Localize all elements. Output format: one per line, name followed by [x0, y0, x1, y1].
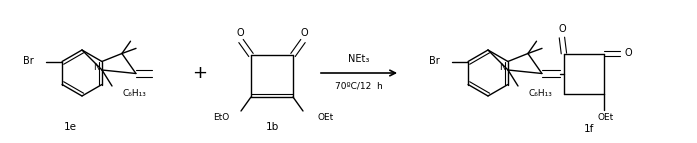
Text: 1b: 1b	[266, 122, 279, 132]
Text: O: O	[300, 28, 308, 38]
Text: Br: Br	[23, 55, 34, 65]
Text: C₆H₁₃: C₆H₁₃	[122, 90, 146, 99]
Text: N: N	[93, 62, 100, 72]
Text: O: O	[558, 24, 566, 34]
Text: O: O	[624, 48, 631, 58]
Text: EtO: EtO	[213, 114, 229, 123]
Text: O: O	[236, 28, 244, 38]
Text: N: N	[500, 62, 507, 72]
Text: 70ºC/12  h: 70ºC/12 h	[335, 82, 383, 91]
Text: OEt: OEt	[317, 114, 333, 123]
Text: +: +	[192, 64, 208, 82]
Text: Br: Br	[429, 55, 440, 65]
Text: OEt: OEt	[598, 113, 614, 122]
Text: 1e: 1e	[63, 122, 77, 132]
Text: C₆H₁₃: C₆H₁₃	[528, 90, 552, 99]
Text: 1f: 1f	[583, 124, 594, 134]
Text: NEt₃: NEt₃	[348, 54, 369, 64]
